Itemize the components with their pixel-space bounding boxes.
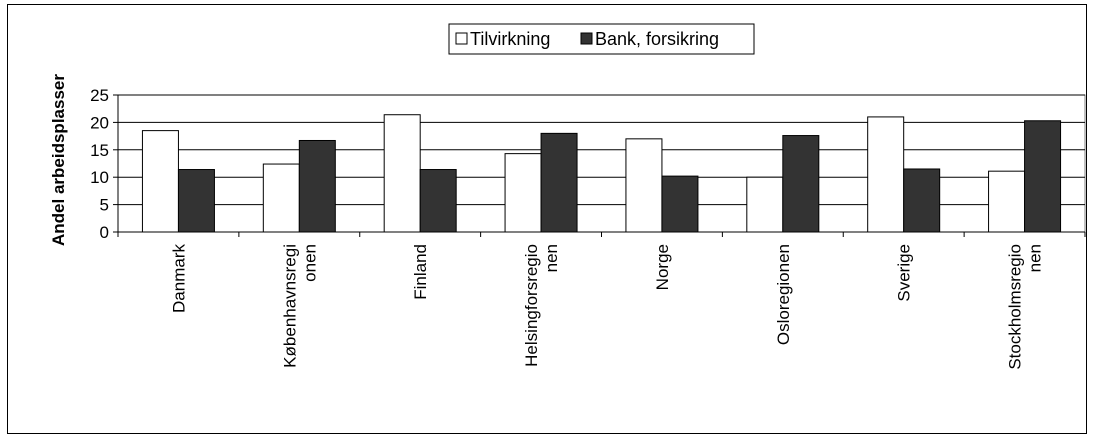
bar-bank-forsikring bbox=[540, 132, 578, 233]
legend-swatch-tilvirkning bbox=[455, 32, 468, 45]
bar-bank-forsikring bbox=[782, 135, 820, 233]
y-tick-label: 0 bbox=[100, 223, 109, 242]
legend-box bbox=[448, 23, 755, 55]
bar-tilvirkning bbox=[141, 130, 179, 233]
bar-bank-forsikring bbox=[1024, 120, 1062, 233]
bar-tilvirkning bbox=[504, 153, 542, 233]
x-category-label: nen bbox=[542, 244, 561, 272]
x-category-label: Osloregionen bbox=[774, 244, 793, 345]
x-category-label: nen bbox=[1026, 244, 1045, 272]
bar-tilvirkning bbox=[383, 114, 421, 233]
bar-tilvirkning bbox=[746, 176, 784, 233]
y-axis-title: Andel arbeidsplasser bbox=[49, 74, 68, 246]
bar-tilvirkning bbox=[867, 116, 905, 233]
bar-tilvirkning bbox=[262, 163, 300, 233]
legend-swatch-bank-forsikring bbox=[580, 32, 593, 45]
x-category-label: Danmark bbox=[169, 244, 188, 313]
bar-bank-forsikring bbox=[177, 169, 215, 233]
y-tick-label: 15 bbox=[90, 141, 109, 160]
y-tick-label: 25 bbox=[90, 86, 109, 105]
x-category-label: onen bbox=[300, 244, 319, 282]
bar-tilvirkning bbox=[988, 170, 1026, 233]
bar-chart: 0 5 10 15 20 25 Danmark Københavnsregi onen Finl… bbox=[49, 23, 1086, 370]
x-category-label: Sverige bbox=[895, 244, 914, 302]
bar-bank-forsikring bbox=[661, 175, 699, 233]
x-category-label: Stockholmsregio bbox=[1006, 244, 1025, 370]
bar-bank-forsikring bbox=[903, 168, 941, 233]
bar-tilvirkning bbox=[625, 138, 663, 233]
x-category-label: Københavnsregi bbox=[280, 244, 299, 368]
bar-bank-forsikring bbox=[298, 139, 336, 233]
x-category-label: Finland bbox=[411, 244, 430, 300]
y-tick-label: 5 bbox=[100, 196, 109, 215]
x-category-label: Norge bbox=[653, 244, 672, 290]
y-tick-label: 20 bbox=[90, 113, 109, 132]
y-tick-label: 10 bbox=[90, 168, 109, 187]
x-category-label: Helsingforsregio bbox=[522, 244, 541, 367]
legend-label-bank-forsikring: Bank, forsikring bbox=[595, 29, 719, 49]
legend-label-tilvirkning: Tilvirkning bbox=[470, 29, 550, 49]
bar-bank-forsikring bbox=[419, 169, 457, 233]
